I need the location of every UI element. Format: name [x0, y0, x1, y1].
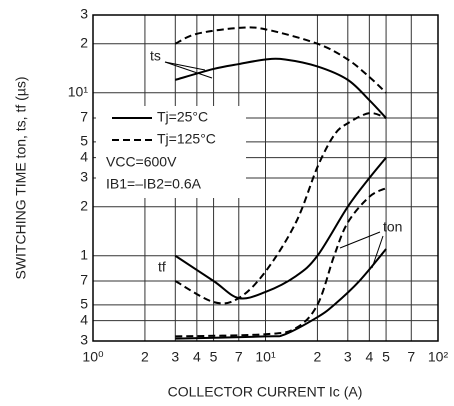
y-tick-label: 3 — [80, 169, 88, 185]
x-tick-label: 5 — [210, 349, 218, 365]
x-tick-label: 10¹ — [255, 349, 276, 365]
y-tick-label: 5 — [80, 133, 88, 149]
y-tick-label: 10¹ — [68, 83, 89, 99]
series-line — [175, 57, 387, 119]
x-tick-label: 4 — [193, 349, 201, 365]
legend-label: Tj=25°C — [157, 109, 208, 125]
annotation: tf — [158, 259, 166, 275]
y-tick-label: 2 — [80, 34, 88, 50]
x-axis-label: COLLECTOR CURRENT Ic (A) — [168, 384, 363, 400]
y-tick-label: 3 — [80, 332, 88, 348]
condition-label: IB1=–IB2=0.6A — [106, 176, 202, 192]
y-tick-label: 3 — [80, 6, 88, 22]
leader-line — [164, 61, 206, 71]
y-tick-label: 1 — [80, 246, 88, 262]
y-axis-label: SWITCHING TIME ton, ts, tf (µs) — [13, 76, 29, 279]
series-line — [175, 187, 387, 338]
series-line — [174, 112, 387, 305]
leader-line — [339, 231, 381, 249]
y-tick-label: 7 — [80, 272, 88, 288]
y-tick-label: 7 — [80, 109, 88, 125]
plot-frame — [92, 14, 439, 342]
x-tick-label: 10⁰ — [82, 349, 104, 365]
x-tick-label: 10² — [428, 349, 449, 365]
x-tick-label: 7 — [235, 349, 243, 365]
x-tick-label: 2 — [314, 349, 322, 365]
annotation: ts — [150, 48, 161, 64]
legend-label: Tj=125°C — [157, 131, 216, 147]
annotation: ton — [383, 219, 402, 235]
series-line — [174, 157, 387, 300]
x-tick-label: 3 — [344, 349, 352, 365]
leader-line — [371, 235, 384, 269]
x-tick-label: 3 — [171, 349, 179, 365]
legend-box — [96, 106, 246, 198]
series-line — [175, 248, 387, 340]
x-tick-label: 4 — [365, 349, 373, 365]
x-tick-label: 5 — [382, 349, 390, 365]
leader-line — [164, 61, 213, 79]
series-line — [174, 26, 387, 94]
y-tick-label: 5 — [80, 296, 88, 312]
x-tick-label: 7 — [407, 349, 415, 365]
condition-label: VCC=600V — [106, 154, 177, 170]
y-tick-label: 4 — [80, 311, 88, 327]
y-tick-label: 2 — [80, 197, 88, 213]
x-tick-label: 2 — [141, 349, 149, 365]
y-tick-label: 4 — [80, 148, 88, 164]
